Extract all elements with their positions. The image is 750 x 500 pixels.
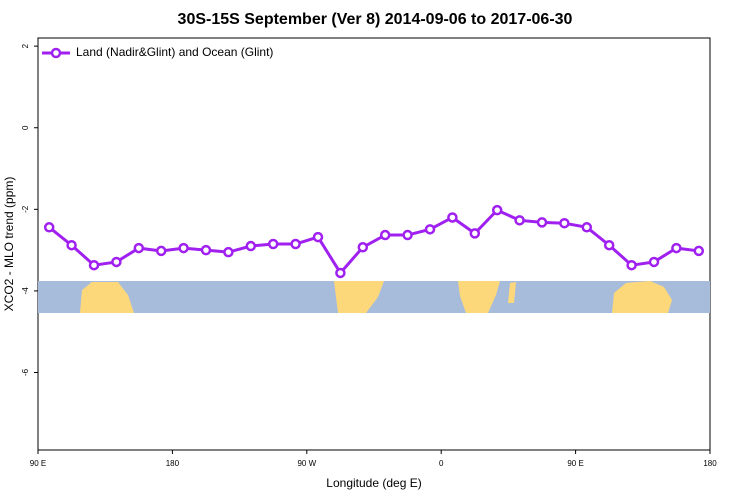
data-point	[379, 229, 391, 241]
data-point	[693, 245, 705, 257]
land	[80, 282, 134, 313]
data-point	[111, 256, 122, 268]
legend-label: Land (Nadir&Glint) and Ocean (Glint)	[76, 45, 273, 59]
chart-title: 30S-15S September (Ver 8) 2014-09-06 to …	[178, 11, 573, 28]
data-point	[200, 244, 212, 256]
data-point	[133, 242, 145, 254]
data-point	[66, 239, 77, 251]
y-tick-label: -6	[21, 368, 30, 376]
series-line	[48, 208, 699, 276]
x-tick-label: 180	[703, 459, 717, 468]
data-point	[469, 228, 481, 239]
data-point	[335, 267, 346, 279]
data-point	[447, 212, 458, 223]
data-point	[514, 215, 525, 226]
land	[334, 281, 384, 313]
data-point	[88, 259, 100, 271]
data-point	[536, 217, 548, 228]
data-point	[155, 245, 167, 257]
data-point	[267, 238, 279, 250]
plot-frame	[37, 37, 711, 451]
map-strip	[38, 281, 710, 313]
data-point	[290, 238, 301, 250]
x-tick-label: 180	[166, 459, 180, 468]
data-point	[626, 259, 637, 271]
legend-marker	[50, 47, 62, 59]
land	[508, 282, 516, 303]
data-point	[491, 204, 503, 216]
y-axis-label: XCO2 - MLO trend (ppm)	[2, 177, 16, 312]
y-tick-label: -2	[21, 205, 30, 213]
data-point	[357, 242, 369, 253]
x-axis-label: Longitude (deg E)	[326, 476, 421, 490]
data-point	[559, 217, 570, 229]
data-point	[245, 240, 257, 252]
x-tick-label: 90 E	[30, 459, 46, 468]
y-tick-label: 2	[21, 43, 30, 48]
y-tick-label: -4	[21, 287, 30, 295]
y-tick-label: 0	[21, 125, 30, 130]
data-point	[43, 222, 55, 233]
data-point	[402, 229, 413, 241]
data-point	[648, 256, 660, 268]
data-point	[312, 231, 324, 243]
x-tick-label: 0	[439, 459, 444, 468]
land	[458, 281, 500, 313]
data-point	[424, 224, 436, 235]
x-tick-label: 90 E	[567, 459, 583, 468]
data-point	[581, 222, 593, 233]
x-tick-label: 90 W	[297, 459, 316, 468]
land	[612, 281, 672, 313]
data-point	[178, 242, 189, 254]
data-point	[223, 246, 234, 258]
data-point	[603, 239, 615, 251]
data-point	[671, 242, 682, 254]
